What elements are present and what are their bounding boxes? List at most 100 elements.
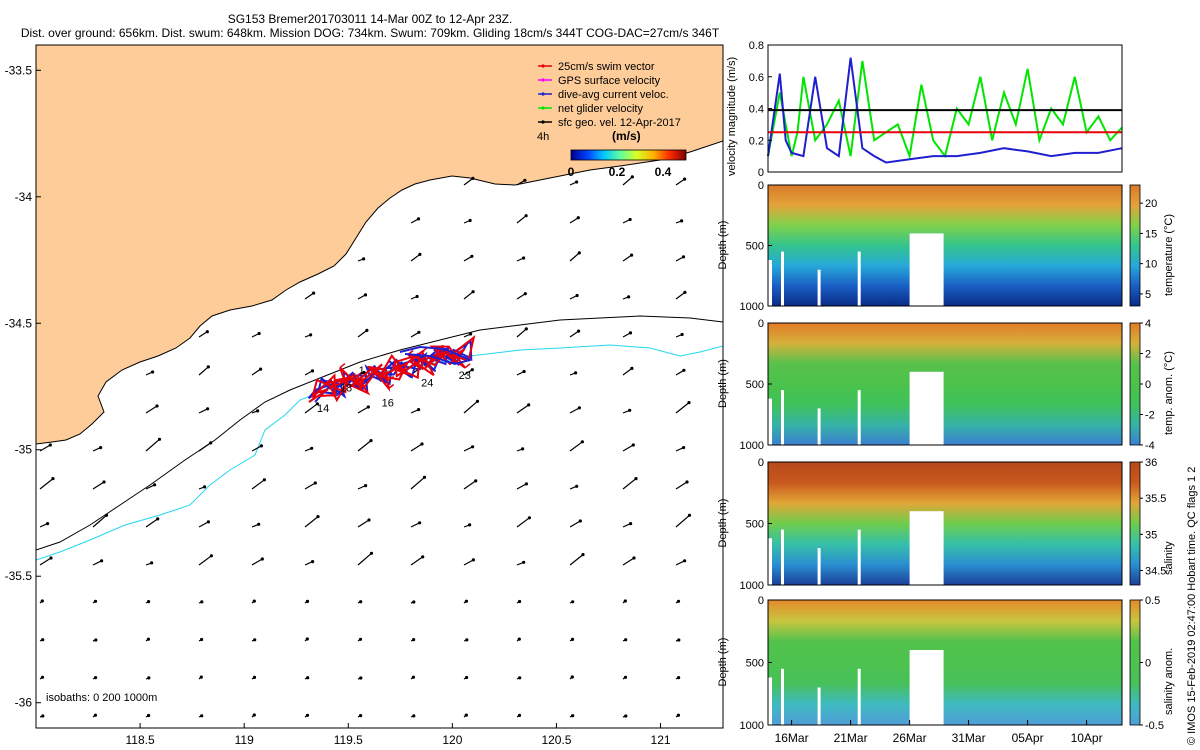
sfc-velocity-arrow	[92, 481, 105, 490]
sfc-velocity-arrowhead	[415, 294, 419, 299]
legend-marker	[541, 106, 545, 110]
sfc-velocity-arrow	[463, 559, 474, 566]
sfc-velocity-arrowhead	[252, 675, 257, 680]
sfc-velocity-arrowhead	[687, 513, 692, 517]
sfc-velocity-arrowhead	[471, 558, 475, 562]
colorbar-tick-label: 20	[1145, 198, 1157, 210]
sfc-velocity-arrowhead	[471, 445, 475, 449]
heatmap-salinity	[768, 462, 1122, 585]
data-gap	[781, 390, 784, 445]
data-gap	[768, 260, 772, 306]
sfc-velocity-arrowhead	[94, 676, 98, 680]
colorbar-label: temp. anom. (°C)	[1163, 351, 1175, 435]
sfc-velocity-arrow	[145, 438, 160, 452]
sfc-velocity-arrowhead	[306, 676, 310, 680]
sfc-velocity-arrowhead	[369, 439, 373, 443]
sfc-velocity-arrowhead	[630, 253, 634, 257]
sfc-velocity-arrowhead	[518, 599, 522, 604]
map-colorbar-tick: 0	[568, 165, 575, 179]
heatmap-ytick-label: 500	[746, 241, 764, 253]
sfc-velocity-arrowhead	[156, 517, 160, 521]
sfc-velocity-arrowhead	[682, 446, 686, 450]
sfc-velocity-arrowhead	[469, 332, 473, 336]
sfc-velocity-arrowhead	[157, 437, 162, 441]
sfc-velocity-arrow	[251, 445, 262, 452]
sfc-velocity-arrowhead	[465, 638, 469, 642]
sfc-velocity-arrow	[145, 405, 158, 414]
sfc-velocity-arrowhead	[257, 331, 261, 336]
sfc-velocity-arrowhead	[100, 559, 104, 563]
sfc-velocity-arrowhead	[205, 330, 209, 334]
sfc-velocity-arrowhead	[49, 556, 53, 560]
sfc-velocity-arrowhead	[682, 368, 686, 372]
sfc-velocity-arrowhead	[470, 368, 474, 372]
sfc-velocity-arrow	[622, 367, 633, 376]
heatmap-ytick-label: 0	[758, 595, 764, 607]
sfc-velocity-arrowhead	[522, 560, 526, 564]
sfc-velocity-arrowhead	[416, 217, 421, 221]
sfc-velocity-arrowhead	[305, 599, 310, 604]
sfc-velocity-arrowhead	[634, 477, 638, 481]
sfc-velocity-arrowhead	[418, 252, 422, 256]
heatmap-ylabel: Depth (m)	[717, 499, 729, 548]
sfc-velocity-arrow	[675, 514, 690, 528]
sfc-velocity-arrowhead	[680, 332, 684, 337]
data-gap	[817, 408, 821, 445]
colorbar-label: temperature (°C)	[1163, 214, 1175, 296]
legend-marker	[541, 64, 545, 68]
velocity-ytick-label: 0	[758, 167, 764, 179]
colorbar-tick-label: -2	[1145, 410, 1155, 422]
sfc-velocity-arrowhead	[310, 446, 314, 450]
sfc-velocity-arrowhead	[574, 371, 578, 375]
sfc-velocity-arrowhead	[523, 292, 527, 296]
sfc-velocity-arrowhead	[680, 219, 684, 223]
sfc-velocity-arrowhead	[153, 483, 157, 487]
sfc-velocity-arrowhead	[522, 256, 526, 260]
time-tick-label: 26Mar	[893, 731, 927, 745]
sfc-velocity-arrowhead	[206, 365, 210, 369]
map-ytick-label: -35	[15, 443, 33, 457]
sfc-velocity-arrowhead	[578, 519, 582, 523]
sfc-velocity-arrowhead	[418, 521, 422, 525]
sfc-velocity-arrow	[516, 483, 527, 490]
track-label: 16	[382, 398, 394, 410]
sfc-velocity-arrowhead	[570, 675, 574, 679]
sfc-velocity-arrowhead	[464, 713, 468, 717]
heatmap-colorbar	[1129, 461, 1141, 586]
sfc-velocity-arrow	[516, 293, 526, 300]
sfc-velocity-arrowhead	[420, 442, 424, 446]
colorbar-tick-label: 0	[1145, 379, 1151, 391]
data-gap	[817, 269, 821, 306]
track-label: 24	[421, 378, 433, 390]
map-colorbar-tick: 0.2	[609, 165, 626, 179]
sfc-velocity-arrowhead	[676, 599, 681, 603]
sfc-velocity-arrowhead	[40, 599, 44, 603]
map-frame	[35, 44, 724, 729]
sfc-velocity-arrowhead	[681, 255, 686, 259]
sfc-velocity-arrowhead	[523, 178, 527, 182]
sfc-velocity-arrow	[622, 444, 634, 452]
map-xtick-label: 121	[651, 733, 671, 747]
heatmap-colorbar	[1129, 599, 1141, 726]
sfc-velocity-arrow	[92, 514, 107, 528]
map-ytick-label: -34	[15, 190, 33, 204]
sfc-velocity-arrow	[675, 402, 690, 414]
time-tick-label: 31Mar	[952, 731, 986, 745]
sfc-velocity-arrowhead	[570, 637, 575, 642]
track-label: 14	[317, 403, 329, 415]
sfc-velocity-arrow	[357, 406, 369, 414]
sfc-velocity-arrow	[304, 292, 314, 300]
sfc-velocity-arrowhead	[363, 293, 368, 297]
sfc-velocity-arrowhead	[475, 399, 480, 403]
sfc-velocity-arrowhead	[518, 676, 522, 680]
map-ytick-label: -36	[15, 696, 33, 710]
sfc-velocity-arrowhead	[209, 554, 213, 558]
sfc-velocity-arrowhead	[316, 515, 320, 519]
swim-vector	[439, 354, 446, 360]
sfc-velocity-arrowhead	[417, 408, 421, 412]
sfc-velocity-arrow	[357, 440, 372, 452]
sfc-velocity-arrowhead	[575, 484, 579, 488]
data-gap	[909, 371, 944, 445]
sfc-velocity-arrowhead	[623, 675, 628, 679]
sfc-velocity-arrowhead	[259, 444, 263, 448]
